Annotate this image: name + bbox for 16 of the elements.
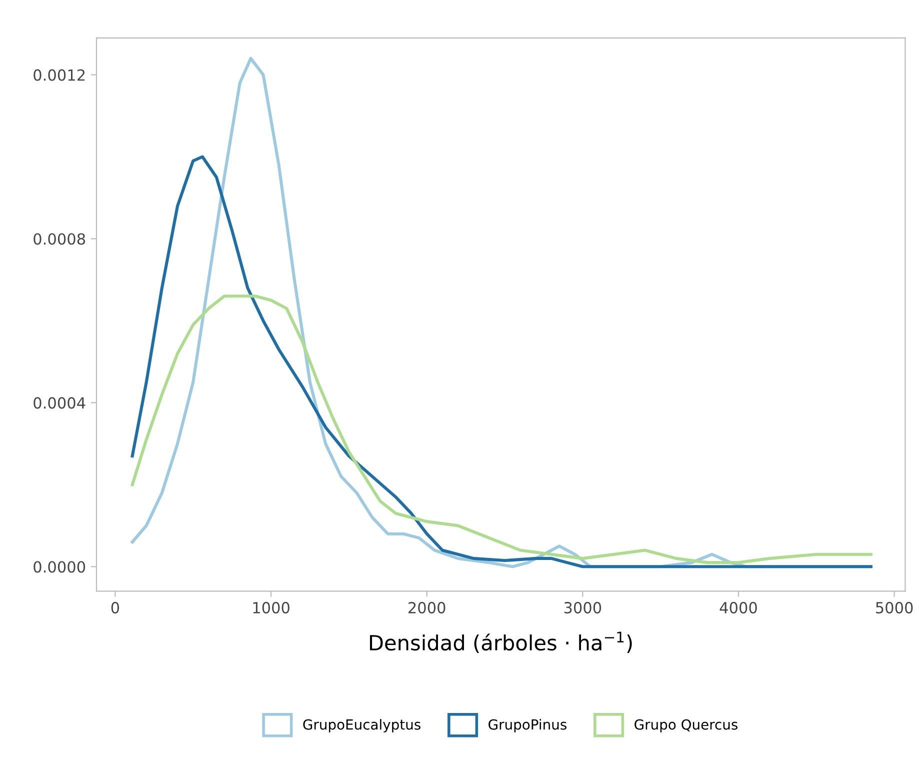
line-series	[130, 155, 872, 568]
line-series	[130, 294, 872, 564]
legend-label: GrupoEucalyptus	[303, 718, 420, 732]
legend-label: GrupoPinus	[488, 718, 566, 732]
legend-label: Grupo Quercus	[634, 719, 738, 732]
x-tick-label: 0	[111, 602, 120, 614]
y-tick-label: 0.0012	[34, 69, 85, 81]
x-tick-label: 5000	[876, 602, 913, 614]
y-tick-label: 0.0004	[34, 397, 86, 409]
x-tick-label: 4000	[720, 602, 757, 614]
x-axis-title: Densidad (árboles · ha$^{−1}$)	[370, 632, 632, 654]
x-tick-label: 2000	[408, 602, 446, 614]
y-tick-label: 0.0000	[34, 561, 86, 573]
y-tick-label: 0.0008	[34, 233, 86, 245]
x-tick-label: 1000	[253, 602, 290, 614]
x-tick-label: 3000	[564, 602, 602, 614]
